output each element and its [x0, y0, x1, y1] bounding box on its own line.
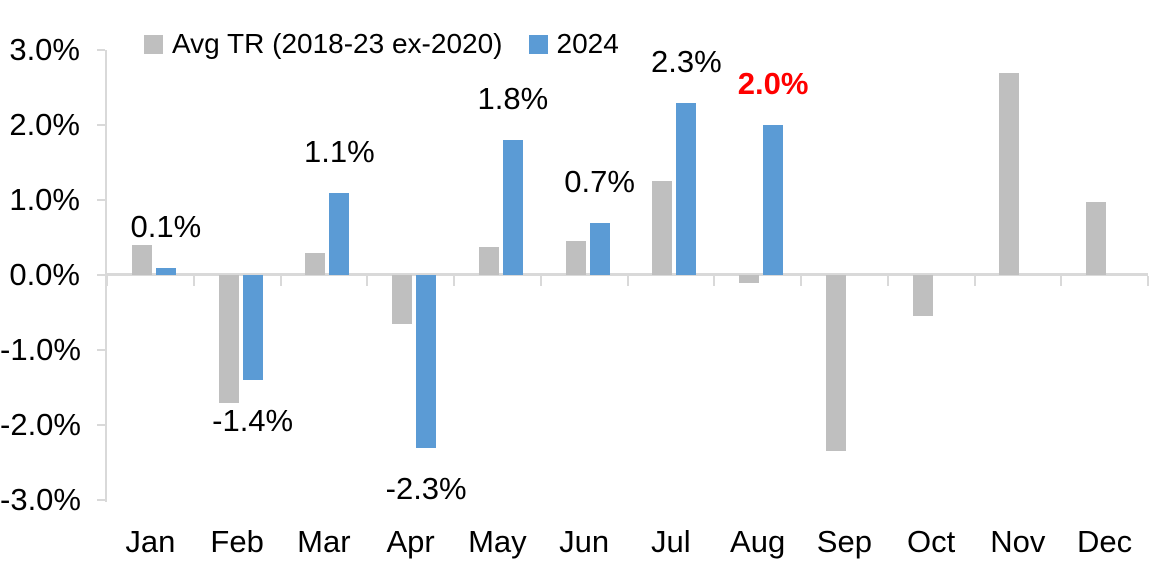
x-axis-tick	[626, 276, 629, 286]
x-axis-tick	[366, 276, 369, 286]
x-axis-tick	[106, 276, 108, 286]
x-axis-tick	[192, 276, 195, 286]
bar-avg-tr-oct	[912, 275, 933, 317]
x-tick-label-jul: Jul	[651, 524, 691, 559]
y-tick-label: 0.0%	[9, 257, 80, 292]
bar-avg-tr-jan	[131, 245, 152, 275]
x-tick-label-aug: Aug	[730, 524, 786, 559]
bar-2024-apr	[416, 275, 437, 448]
bar-avg-tr-feb	[218, 275, 239, 403]
x-tick-label-jun: Jun	[559, 524, 610, 559]
bar-avg-tr-sep	[825, 275, 846, 452]
bar-avg-tr-apr	[392, 275, 413, 324]
x-tick-label-feb: Feb	[210, 524, 264, 559]
bar-2024-feb	[242, 275, 263, 380]
bar-avg-tr-jun	[565, 241, 586, 275]
data-label-2024-aug: 2.0%	[737, 66, 809, 101]
x-tick-label-sep: Sep	[816, 524, 872, 559]
bar-avg-tr-may	[478, 247, 499, 275]
legend-item-avg-tr: Avg TR (2018-23 ex-2020)	[144, 29, 503, 59]
x-axis-tick	[453, 276, 455, 286]
x-tick-label-oct: Oct	[907, 524, 956, 559]
x-axis-tick	[1147, 276, 1149, 286]
y-axis-tick	[97, 124, 105, 126]
x-axis-tick	[973, 276, 976, 286]
bar-avg-tr-mar	[305, 252, 326, 275]
x-axis-tick	[279, 276, 282, 286]
x-axis-tick	[1060, 276, 1063, 286]
legend-swatch-avg-tr-icon	[144, 34, 163, 54]
x-tick-label-dec: Dec	[1077, 524, 1133, 559]
y-axis-tick	[97, 274, 105, 276]
data-label-2024-jan: 0.1%	[130, 208, 202, 244]
data-label-2024-feb: -1.4%	[212, 403, 294, 438]
x-axis-tick	[713, 276, 716, 286]
x-tick-label-may: May	[468, 524, 527, 559]
bar-avg-tr-nov	[999, 72, 1020, 275]
y-axis-tick	[97, 499, 105, 501]
y-tick-label: -2.0%	[0, 407, 81, 442]
x-axis-line	[107, 273, 1148, 276]
y-axis-tick	[97, 349, 105, 351]
bar-avg-tr-aug	[739, 275, 760, 283]
data-label-2024-jul: 2.3%	[651, 43, 722, 79]
y-tick-label: 3.0%	[9, 32, 80, 67]
legend-label-2024: 2024	[556, 28, 619, 59]
legend-item-2024: 2024	[528, 28, 619, 59]
x-tick-label-jan: Jan	[125, 524, 176, 559]
x-tick-label-mar: Mar	[297, 524, 351, 559]
legend-swatch-2024-icon	[528, 34, 548, 54]
x-tick-label-apr: Apr	[386, 524, 435, 559]
y-axis-tick	[97, 199, 105, 201]
y-tick-label: 2.0%	[9, 107, 80, 142]
y-axis-tick	[97, 424, 105, 426]
x-axis-tick	[886, 276, 889, 286]
y-tick-label: -1.0%	[0, 332, 81, 367]
bar-avg-tr-jul	[652, 181, 673, 275]
y-axis-tick	[97, 49, 105, 51]
bar-2024-jan	[155, 267, 176, 275]
bar-2024-jun	[589, 222, 610, 275]
x-axis-tick	[539, 276, 542, 286]
bar-2024-mar	[329, 192, 350, 275]
y-tick-label: -3.0%	[0, 482, 81, 517]
data-label-2024-apr: -2.3%	[385, 470, 467, 506]
bar-2024-aug	[763, 125, 784, 275]
x-axis-tick	[800, 276, 802, 286]
chart-legend: Avg TR (2018-23 ex-2020) 2024	[144, 29, 645, 59]
bar-avg-tr-dec	[1086, 202, 1107, 275]
bar-2024-jul	[676, 102, 697, 275]
data-label-2024-jun: 0.7%	[564, 163, 635, 199]
legend-label-avg-tr: Avg TR (2018-23 ex-2020)	[172, 28, 503, 59]
data-label-2024-may: 1.8%	[477, 81, 549, 116]
x-tick-label-nov: Nov	[990, 524, 1046, 559]
data-label-2024-mar: 1.1%	[304, 133, 375, 169]
bar-2024-may	[502, 140, 523, 275]
y-tick-label: 1.0%	[9, 182, 80, 217]
